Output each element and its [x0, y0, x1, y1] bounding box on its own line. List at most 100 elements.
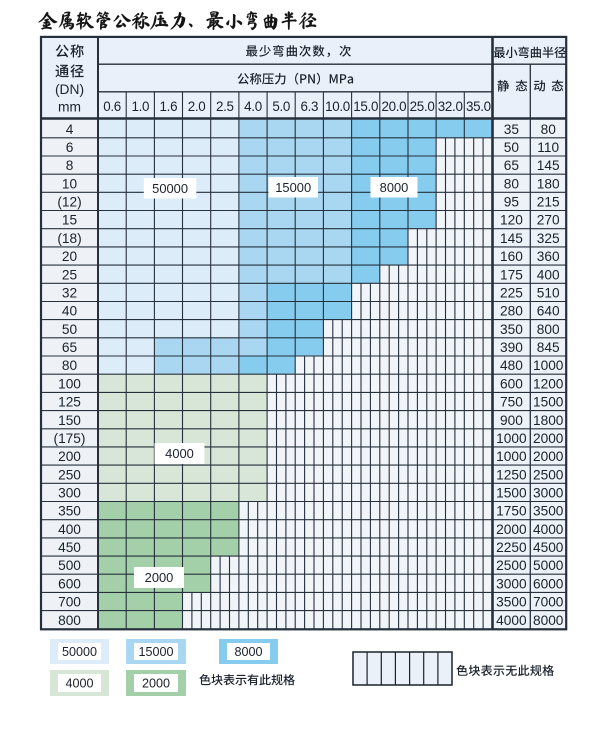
svg-text:1200: 1200: [533, 376, 564, 391]
svg-text:7000: 7000: [533, 595, 564, 610]
svg-text:8: 8: [66, 158, 74, 173]
svg-text:1500: 1500: [533, 395, 564, 410]
svg-text:750: 750: [500, 395, 523, 410]
svg-text:300: 300: [58, 486, 81, 501]
svg-text:15: 15: [62, 213, 78, 228]
svg-text:32.0: 32.0: [438, 99, 463, 114]
svg-text:845: 845: [537, 340, 560, 355]
svg-text:350: 350: [500, 322, 523, 337]
svg-text:160: 160: [500, 249, 523, 264]
svg-text:180: 180: [537, 176, 560, 191]
svg-text:2000: 2000: [145, 570, 174, 585]
svg-text:10: 10: [62, 176, 78, 191]
svg-text:2.5: 2.5: [216, 99, 234, 114]
svg-text:2500: 2500: [533, 467, 564, 482]
svg-text:(12): (12): [57, 195, 81, 210]
svg-text:15000: 15000: [138, 645, 173, 659]
svg-text:5.0: 5.0: [272, 99, 290, 114]
svg-text:5000: 5000: [533, 558, 564, 573]
svg-text:3000: 3000: [496, 576, 527, 591]
svg-text:20: 20: [62, 249, 78, 264]
svg-text:800: 800: [58, 613, 81, 628]
svg-text:8000: 8000: [380, 180, 409, 195]
svg-text:2250: 2250: [496, 540, 527, 555]
svg-text:900: 900: [500, 413, 523, 428]
svg-text:640: 640: [537, 304, 560, 319]
svg-text:1500: 1500: [496, 486, 527, 501]
svg-text:600: 600: [58, 576, 81, 591]
svg-text:250: 250: [58, 467, 81, 482]
svg-text:80: 80: [541, 122, 557, 137]
svg-text:25: 25: [62, 267, 78, 282]
svg-text:0.6: 0.6: [103, 99, 121, 114]
svg-text:1800: 1800: [533, 413, 564, 428]
svg-text:4000: 4000: [65, 676, 93, 690]
svg-text:4500: 4500: [533, 540, 564, 555]
svg-text:4: 4: [66, 122, 74, 137]
svg-text:1250: 1250: [496, 467, 527, 482]
svg-text:110: 110: [537, 140, 559, 155]
svg-text:35: 35: [504, 122, 520, 137]
svg-text:215: 215: [537, 195, 560, 210]
svg-text:80: 80: [62, 358, 78, 373]
svg-text:35.0: 35.0: [466, 99, 491, 114]
svg-text:175: 175: [500, 267, 523, 282]
svg-text:270: 270: [537, 213, 560, 228]
svg-text:125: 125: [58, 395, 81, 410]
svg-text:2000: 2000: [496, 522, 527, 537]
svg-text:(175): (175): [54, 431, 86, 446]
svg-text:6.3: 6.3: [300, 99, 318, 114]
svg-text:800: 800: [537, 322, 560, 337]
svg-text:120: 120: [500, 213, 523, 228]
svg-text:32: 32: [62, 286, 77, 301]
svg-text:145: 145: [537, 158, 560, 173]
svg-text:3000: 3000: [533, 486, 564, 501]
svg-text:8000: 8000: [234, 645, 262, 659]
svg-text:(DN): (DN): [55, 82, 84, 97]
svg-text:1000: 1000: [533, 358, 564, 373]
svg-text:145: 145: [500, 231, 523, 246]
svg-text:480: 480: [500, 358, 523, 373]
svg-text:3500: 3500: [533, 504, 564, 519]
svg-text:150: 150: [58, 413, 81, 428]
svg-text:4.0: 4.0: [244, 99, 262, 114]
svg-text:50000: 50000: [152, 181, 188, 196]
svg-text:10.0: 10.0: [325, 99, 350, 114]
svg-text:2000: 2000: [533, 431, 564, 446]
svg-text:1.6: 1.6: [160, 99, 178, 114]
svg-text:4000: 4000: [165, 446, 194, 461]
svg-text:350: 350: [58, 504, 81, 519]
svg-text:4000: 4000: [533, 522, 564, 537]
svg-text:80: 80: [504, 176, 520, 191]
svg-text:450: 450: [58, 540, 81, 555]
svg-text:25.0: 25.0: [410, 99, 435, 114]
svg-text:65: 65: [62, 340, 78, 355]
svg-text:200: 200: [58, 449, 81, 464]
svg-text:65: 65: [504, 158, 520, 173]
svg-text:1750: 1750: [496, 504, 527, 519]
svg-text:mm: mm: [58, 100, 81, 115]
svg-text:2000: 2000: [533, 449, 564, 464]
svg-text:325: 325: [537, 231, 560, 246]
svg-text:400: 400: [58, 522, 81, 537]
svg-text:(18): (18): [57, 231, 81, 246]
svg-text:15.0: 15.0: [353, 99, 378, 114]
svg-text:280: 280: [500, 304, 523, 319]
svg-text:4000: 4000: [496, 613, 527, 628]
svg-text:95: 95: [504, 195, 520, 210]
svg-text:2.0: 2.0: [188, 99, 206, 114]
svg-text:360: 360: [537, 249, 560, 264]
svg-text:6000: 6000: [533, 576, 564, 591]
svg-text:1.0: 1.0: [131, 99, 149, 114]
svg-text:2000: 2000: [142, 676, 170, 690]
svg-text:15000: 15000: [275, 180, 311, 195]
svg-text:50000: 50000: [62, 645, 97, 659]
svg-text:50: 50: [504, 140, 520, 155]
svg-text:600: 600: [500, 376, 523, 391]
svg-text:510: 510: [537, 286, 560, 301]
svg-text:20.0: 20.0: [381, 99, 406, 114]
svg-text:1000: 1000: [496, 449, 527, 464]
svg-text:8000: 8000: [533, 613, 564, 628]
svg-text:2500: 2500: [496, 558, 527, 573]
svg-text:100: 100: [58, 376, 81, 391]
